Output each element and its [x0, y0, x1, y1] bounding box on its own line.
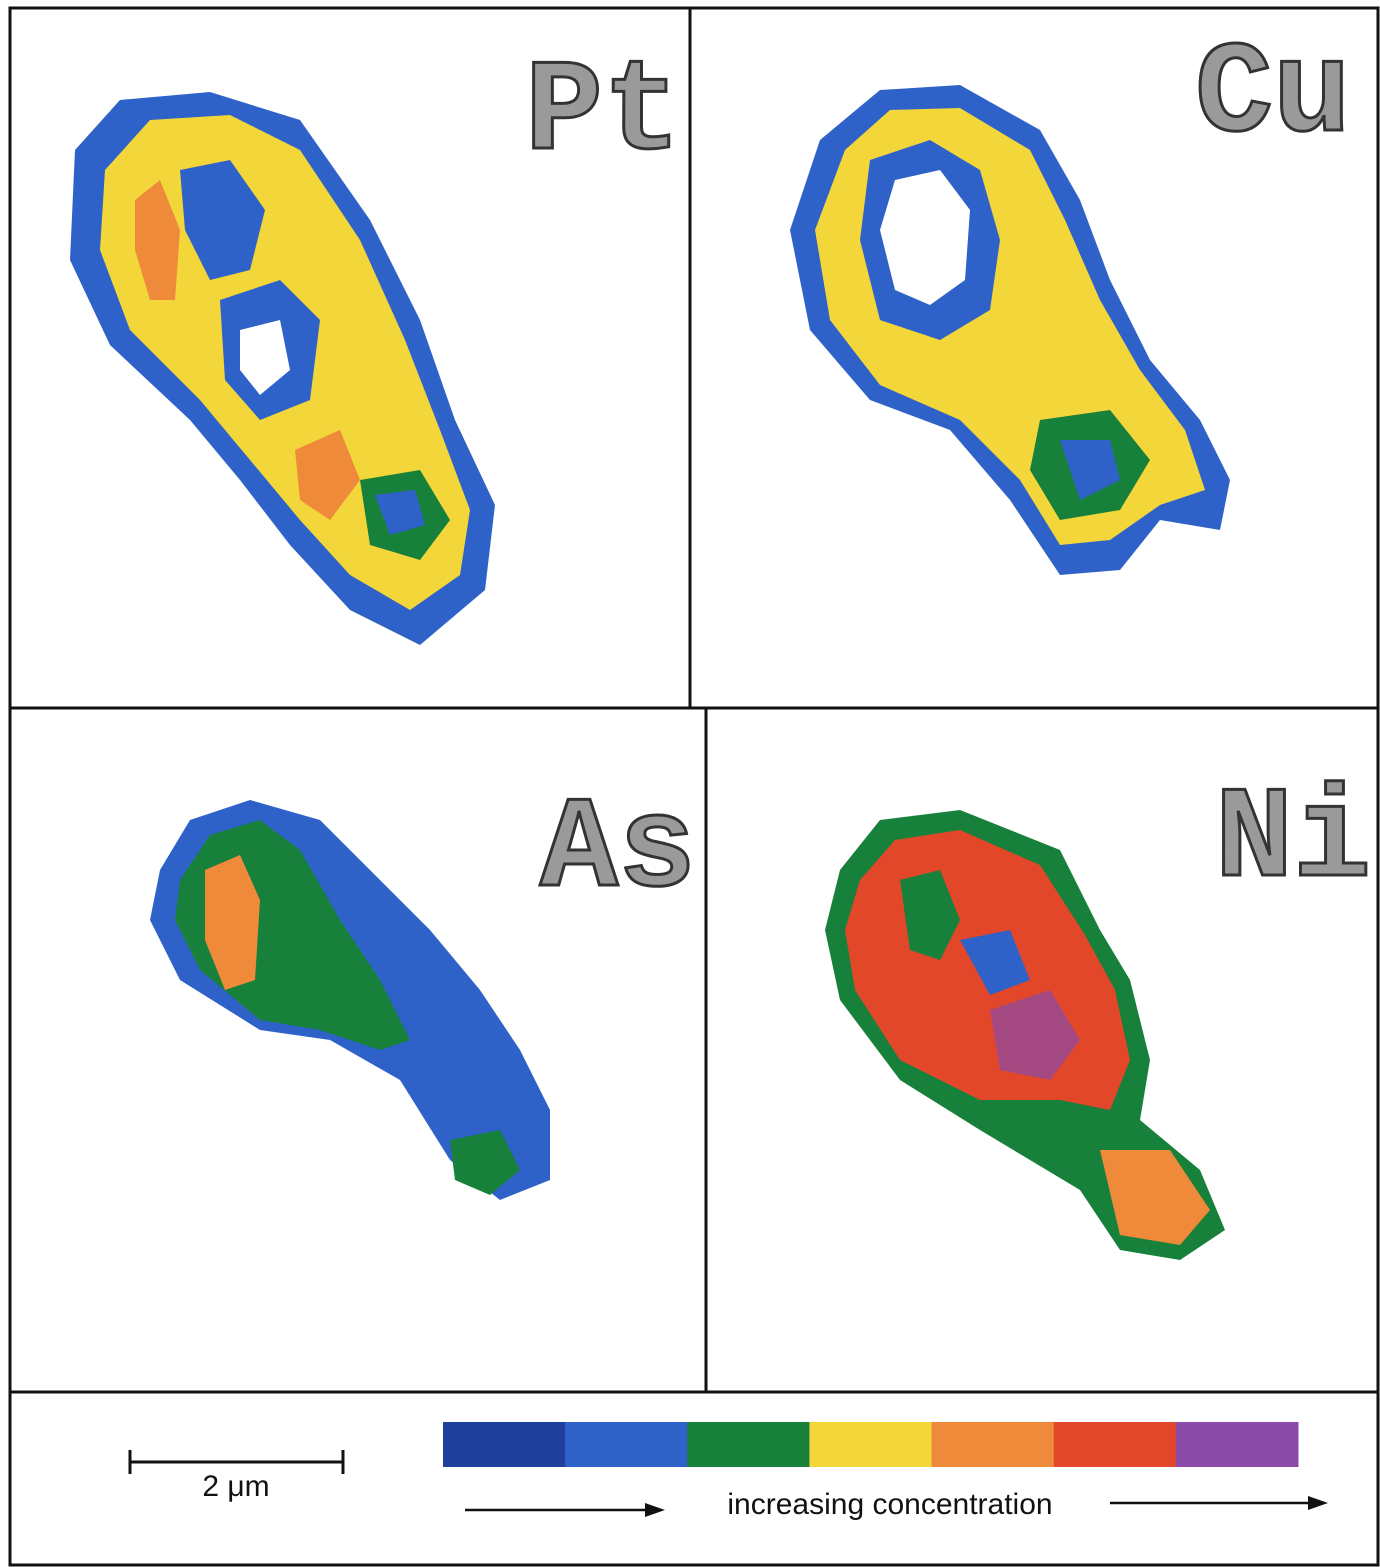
cu-map: Cu [790, 22, 1353, 575]
colorbar-label: increasing concentration [727, 1488, 1052, 1521]
scale-label: 2 μm [202, 1470, 269, 1503]
color-swatch [565, 1422, 688, 1467]
color-swatch [931, 1422, 1055, 1467]
as-map: As [150, 777, 698, 1200]
colorbar [443, 1422, 1299, 1467]
color-swatch [809, 1422, 933, 1467]
element-label: Cu [1195, 23, 1351, 170]
color-swatch [443, 1422, 566, 1467]
element-label: As [540, 778, 696, 925]
color-swatch [1175, 1422, 1299, 1467]
scale-bar: 2 μm [128, 1450, 345, 1503]
ni-map: Ni [825, 767, 1373, 1260]
element-label: Pt [525, 41, 681, 188]
element-label: Ni [1215, 768, 1371, 915]
color-swatch [687, 1422, 810, 1467]
color-swatch [1053, 1422, 1177, 1467]
concentration-arrow: increasing concentration [465, 1488, 1328, 1521]
pt-map: Pt [70, 40, 683, 645]
